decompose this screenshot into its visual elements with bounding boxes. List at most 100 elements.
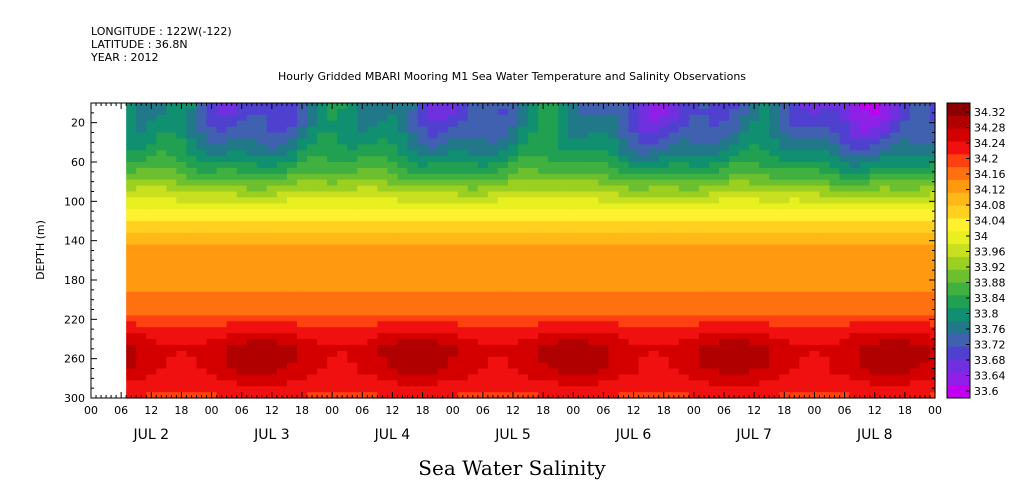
heatmap-cell <box>678 238 690 246</box>
heatmap-cell <box>196 321 208 328</box>
heatmap-cell <box>739 150 750 157</box>
heatmap-cell <box>528 368 539 375</box>
heatmap-cell <box>216 344 228 352</box>
heatmap-cell <box>588 162 600 169</box>
heatmap-cell <box>688 162 700 169</box>
heatmap-cell <box>729 333 740 340</box>
heatmap-cell <box>437 321 449 328</box>
heatmap-cell <box>929 386 936 393</box>
heatmap-cell <box>266 191 278 198</box>
heatmap-cell <box>909 256 921 263</box>
heatmap-cell <box>407 156 419 163</box>
heatmap-cell <box>528 215 539 222</box>
heatmap-cell <box>397 280 409 287</box>
heatmap-cell <box>718 132 730 139</box>
heatmap-cell <box>457 297 469 305</box>
heatmap-cell <box>879 380 891 387</box>
heatmap-cell <box>759 368 770 375</box>
heatmap-cell <box>698 162 710 169</box>
heatmap-cell <box>789 156 800 163</box>
heatmap-cell <box>397 197 409 204</box>
heatmap-cell <box>749 250 760 257</box>
heatmap-cell <box>467 262 479 269</box>
heatmap-cell <box>236 226 248 234</box>
heatmap-cell <box>879 191 891 198</box>
heatmap-cell <box>447 185 459 193</box>
heatmap-cell <box>236 238 248 246</box>
heatmap-cell <box>789 209 800 216</box>
heatmap-cell <box>377 339 389 346</box>
heatmap-cell <box>729 291 740 299</box>
heatmap-cell <box>779 138 790 145</box>
heatmap-cell <box>769 191 780 198</box>
heatmap-cell <box>849 315 861 322</box>
heatmap-cell <box>206 327 218 334</box>
heatmap-cell <box>678 114 690 122</box>
heatmap-cell <box>799 268 811 275</box>
heatmap-cell <box>266 280 278 287</box>
heatmap-cell <box>477 114 489 122</box>
heatmap-cell <box>658 120 670 128</box>
heatmap-cell <box>889 285 901 293</box>
heatmap-cell <box>437 114 449 122</box>
heatmap-cell <box>688 368 700 375</box>
heatmap-cell <box>457 250 469 257</box>
heatmap-cell <box>688 297 700 305</box>
heatmap-cell <box>427 162 439 169</box>
heatmap-cell <box>608 380 620 387</box>
heatmap-cell <box>437 380 449 387</box>
heatmap-cell <box>718 215 730 222</box>
heatmap-cell <box>307 280 318 287</box>
heatmap-cell <box>729 209 740 216</box>
heatmap-cell <box>859 285 871 293</box>
heatmap-cell <box>136 185 147 193</box>
heatmap-cell <box>568 114 579 122</box>
heatmap-cell <box>628 197 640 204</box>
heatmap-cell <box>487 156 499 163</box>
heatmap-cell <box>266 368 278 375</box>
heatmap-cell <box>729 221 740 228</box>
heatmap-cell <box>869 114 881 122</box>
heatmap-cell <box>286 368 298 375</box>
heatmap-cell <box>246 167 258 175</box>
heatmap-cell <box>668 132 680 139</box>
heatmap-cell <box>256 226 268 234</box>
heatmap-cell <box>166 350 178 358</box>
heatmap-cell <box>568 339 579 346</box>
heatmap-cell <box>307 303 318 311</box>
heatmap-cell <box>688 179 700 187</box>
heatmap-cell <box>477 197 489 204</box>
heatmap-cell <box>688 386 700 393</box>
heatmap-cell <box>186 215 198 222</box>
heatmap-cell <box>266 132 278 139</box>
heatmap-cell <box>497 179 509 187</box>
heatmap-cell <box>839 297 851 305</box>
heatmap-cell <box>638 185 650 193</box>
heatmap-cell <box>186 108 198 116</box>
heatmap-cell <box>578 374 589 381</box>
heatmap-cell <box>578 150 589 157</box>
heatmap-cell <box>126 386 137 393</box>
heatmap-cell <box>397 256 409 263</box>
heatmap-cell <box>879 156 891 163</box>
heatmap-cell <box>729 150 740 157</box>
heatmap-cell <box>176 250 188 257</box>
heatmap-cell <box>397 114 409 122</box>
heatmap-cell <box>286 356 298 364</box>
heatmap-cell <box>769 114 780 122</box>
heatmap-cell <box>266 156 278 163</box>
heatmap-cell <box>899 191 911 198</box>
heatmap-cell <box>538 232 549 240</box>
heatmap-cell <box>538 344 549 352</box>
heatmap-cell <box>739 215 750 222</box>
heatmap-cell <box>136 386 147 393</box>
heatmap-cell <box>477 221 489 228</box>
heatmap-cell <box>668 386 680 393</box>
heatmap-cell <box>658 162 670 169</box>
heatmap-cell <box>427 156 439 163</box>
heatmap-cell <box>317 138 328 145</box>
heatmap-cell <box>739 108 750 116</box>
heatmap-cell <box>477 226 489 234</box>
heatmap-cell <box>136 144 147 151</box>
